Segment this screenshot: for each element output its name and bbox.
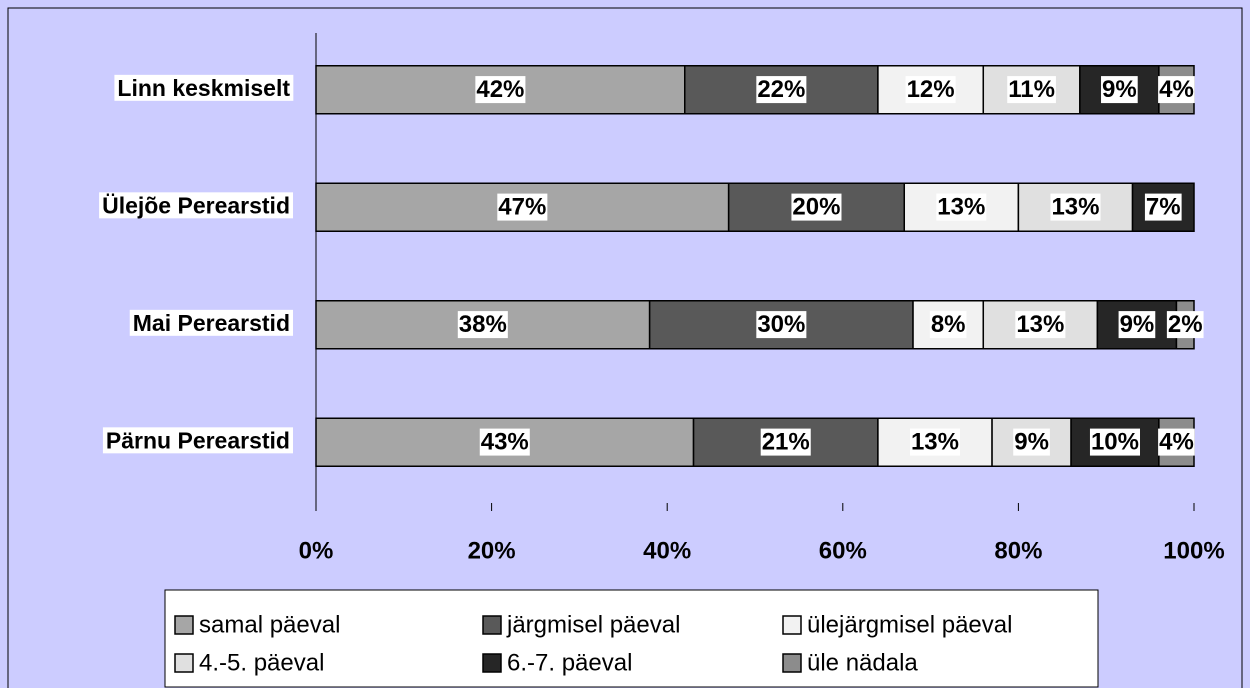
data-label: 13% xyxy=(937,194,985,221)
label-background xyxy=(1089,428,1141,456)
data-label: 42% xyxy=(476,76,524,103)
data-label: 47% xyxy=(498,194,546,221)
label-background xyxy=(1118,311,1156,339)
legend-swatch xyxy=(782,615,802,635)
frame xyxy=(7,7,1243,688)
legend-label: järgmisel päeval xyxy=(506,611,680,638)
data-label: 12% xyxy=(907,76,955,103)
legend-label: 4.-5. päeval xyxy=(199,649,324,676)
legend-swatch xyxy=(482,653,502,673)
label-background xyxy=(905,76,956,104)
data-label: 22% xyxy=(757,76,805,103)
category-label: Mai Perearstid xyxy=(133,310,290,336)
legend-box xyxy=(164,589,1099,688)
legend-swatch xyxy=(782,653,802,673)
data-label: 13% xyxy=(911,429,959,456)
x-tick-label: 60% xyxy=(819,537,867,564)
x-tick-label: 80% xyxy=(994,537,1042,564)
legend-swatch xyxy=(174,653,194,673)
bar-segment xyxy=(315,182,730,232)
label-background xyxy=(497,193,548,221)
label-background xyxy=(936,193,987,221)
data-label: 9% xyxy=(1120,311,1155,338)
data-label: 7% xyxy=(1146,194,1181,221)
label-background xyxy=(1158,428,1195,456)
label-background xyxy=(760,428,811,456)
legend-label: ülejärgmisel päeval xyxy=(807,611,1012,638)
x-tick-label: 0% xyxy=(299,537,334,564)
data-label: 21% xyxy=(762,429,810,456)
data-label: 38% xyxy=(459,311,507,338)
label-background xyxy=(1144,193,1182,221)
data-label: 9% xyxy=(1014,429,1049,456)
label-background xyxy=(129,309,293,336)
x-tick-label: 20% xyxy=(468,537,516,564)
category-label: Pärnu Perearstid xyxy=(106,427,290,453)
label-background xyxy=(929,311,967,339)
label-background xyxy=(791,193,842,221)
label-background xyxy=(1101,76,1138,104)
legend-label: 6.-7. päeval xyxy=(507,649,632,676)
data-label: 4% xyxy=(1159,76,1194,103)
data-label: 43% xyxy=(481,429,529,456)
data-label: 30% xyxy=(757,311,805,338)
label-background xyxy=(1158,76,1195,104)
label-background xyxy=(99,192,293,219)
label-background xyxy=(457,311,508,339)
label-background xyxy=(102,427,293,454)
label-background xyxy=(1007,76,1056,104)
label-background xyxy=(479,428,530,456)
label-background xyxy=(114,74,294,101)
legend-label: üle nädala xyxy=(807,649,918,676)
x-tick-label: 100% xyxy=(1163,537,1224,564)
label-background xyxy=(1015,311,1066,339)
data-label: 13% xyxy=(1051,194,1099,221)
x-tick-label: 40% xyxy=(643,537,691,564)
data-label: 11% xyxy=(1008,76,1055,103)
data-label: 4% xyxy=(1159,429,1194,456)
data-label: 13% xyxy=(1016,311,1064,338)
category-label: Ülejõe Perearstid xyxy=(102,192,290,218)
label-background xyxy=(1050,193,1101,221)
category-label: Linn keskmiselt xyxy=(117,75,290,101)
data-label: 2% xyxy=(1168,311,1203,338)
legend-label: samal päeval xyxy=(199,611,340,638)
label-background xyxy=(909,428,961,456)
label-background xyxy=(475,76,526,104)
data-label: 9% xyxy=(1102,76,1137,103)
label-background xyxy=(1013,428,1050,456)
legend-swatch xyxy=(482,615,502,635)
label-background xyxy=(1166,311,1204,339)
data-label: 10% xyxy=(1091,429,1139,456)
label-background xyxy=(756,76,807,104)
label-background xyxy=(756,311,807,339)
data-label: 20% xyxy=(792,194,840,221)
legend-swatch xyxy=(174,615,194,635)
data-label: 8% xyxy=(931,311,966,338)
